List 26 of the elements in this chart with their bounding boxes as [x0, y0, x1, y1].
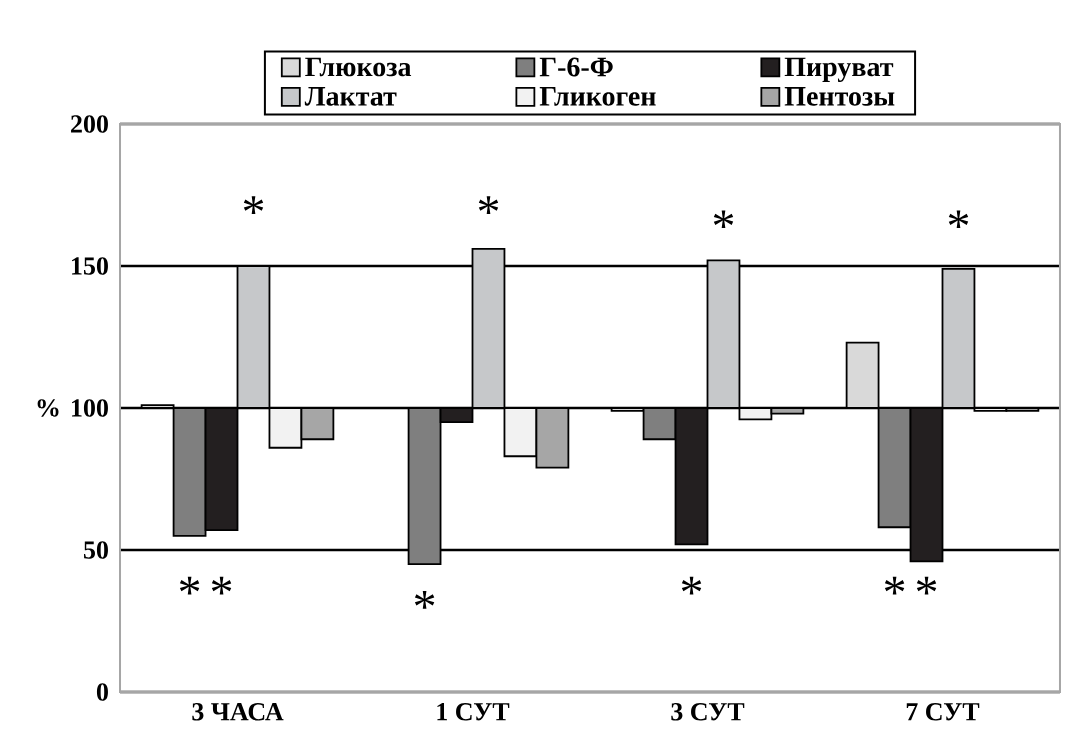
annotation: *	[948, 210, 969, 229]
annotation: *	[884, 576, 905, 595]
y-tick-label: 150	[72, 257, 108, 275]
annotation: *	[414, 591, 435, 609]
annotation: *	[243, 196, 264, 214]
legend-label: Гликоген	[539, 87, 656, 106]
y-tick-label: 50	[83, 541, 108, 559]
x-tick-label: 3 СУТ	[671, 703, 745, 721]
annotation: *	[179, 576, 200, 595]
y-tick-label: 100	[72, 399, 108, 417]
y-tick-label: 0	[96, 683, 108, 701]
legend-label: Лактат	[304, 87, 397, 106]
y-axis-title: %	[37, 399, 59, 417]
y-tick-label: 200	[71, 115, 108, 133]
x-tick-label: 7 СУТ	[906, 703, 980, 721]
annotation: *	[713, 210, 734, 229]
annotation: *	[211, 576, 232, 595]
x-tick-label: 1 СУТ	[437, 703, 510, 721]
annotation: *	[916, 576, 937, 595]
legend-label: Пентозы	[784, 87, 895, 106]
annotation: *	[681, 576, 702, 595]
legend-label: Пируват	[784, 57, 894, 83]
x-tick-label: 3 ЧАСА	[192, 703, 284, 721]
legend-label: Глюкоза	[305, 57, 412, 77]
annotation: *	[478, 196, 499, 214]
legend-label: Г-6-Ф	[539, 57, 613, 77]
